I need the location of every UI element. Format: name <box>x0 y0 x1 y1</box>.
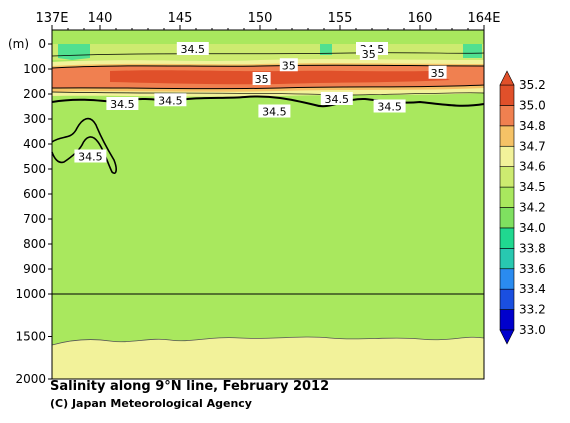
credit-line: (C) Japan Meteorological Agency <box>50 397 252 410</box>
contour-label: 35 <box>431 67 445 80</box>
contour-label: 35 <box>282 59 296 72</box>
colorbar-swatch <box>499 207 515 229</box>
y-tick-label: 400 <box>23 137 46 151</box>
colorbar-label: 34.8 <box>519 119 546 133</box>
colorbar-swatch <box>499 125 515 147</box>
y-tick-label: 500 <box>23 162 46 176</box>
contour-label: 34.5 <box>78 151 103 164</box>
x-tick-label: 155 <box>328 11 353 26</box>
y-tick-label: 2000 <box>15 372 46 386</box>
colorbar-label: 33.8 <box>519 241 546 255</box>
x-tick-label: 145 <box>168 11 193 26</box>
contour-label-bg <box>258 104 291 118</box>
contour-label: 34.5 <box>262 106 287 119</box>
colorbar: 33.0 33.2 33.4 33.6 33.8 34.0 34.2 34.5 34.6 34.7… <box>499 70 546 345</box>
contour-label-bg <box>279 58 298 72</box>
plot-frame <box>51 29 485 380</box>
contour-label-bg <box>359 47 378 60</box>
y-tick-label: 800 <box>23 237 46 251</box>
salinity-max-inner <box>110 70 450 85</box>
colorbar-label: 34.5 <box>519 180 546 194</box>
contour-label-bg <box>176 42 209 55</box>
y-tick-label: 1500 <box>15 330 46 344</box>
contour-label: 34.5 <box>110 98 135 111</box>
colorbar-label: 35.0 <box>519 98 546 112</box>
contour-label-bg <box>252 72 271 85</box>
contour-label-bg <box>154 93 187 107</box>
contour-label-bg <box>373 99 406 113</box>
y-tick-label: 100 <box>23 62 46 76</box>
colorbar-label: 33.4 <box>519 282 546 296</box>
surface-patch-3 <box>463 44 482 58</box>
y-tick-label: 0 <box>38 37 46 51</box>
colorbar-label: 33.0 <box>519 323 546 337</box>
surface-patch-2 <box>320 44 332 55</box>
contour-label: 35 <box>362 48 376 61</box>
colorbar-swatch <box>499 268 515 290</box>
y-tick-label: 600 <box>23 187 46 201</box>
contour-34-5-tongue <box>51 117 117 175</box>
x-tick-label: 150 <box>248 11 273 26</box>
colorbar-label: 33.2 <box>519 303 546 317</box>
colorbar-swatch <box>499 309 515 331</box>
contour-thin-1 <box>51 52 485 57</box>
x-tick-label: 137E <box>35 11 68 26</box>
contour-label-bg <box>106 97 139 110</box>
colorbar-label: 33.6 <box>519 262 546 276</box>
colorbar-label: 34.7 <box>519 139 546 153</box>
y-tick-label: 700 <box>23 212 46 226</box>
surface-layer <box>52 44 484 60</box>
x-tick-label: 140 <box>88 11 113 26</box>
x-tick-label: 160 <box>408 11 433 26</box>
axes: 137E 140 145 150 155 160 164E (m) 0 100 200 300 400 5… <box>8 11 501 386</box>
colorbar-label: 34.6 <box>519 160 546 174</box>
contour-label-bg <box>320 92 353 105</box>
deep-water-band <box>51 336 485 380</box>
colorbar-swatch <box>499 288 515 310</box>
colorbar-label: 35.2 <box>519 78 546 92</box>
contour-label: 34.5 <box>325 93 350 106</box>
contour-label: 34.5 <box>181 43 206 56</box>
y-tick-label: 200 <box>23 87 46 101</box>
colorbar-swatch <box>499 248 515 270</box>
y-tick-label: 900 <box>23 262 46 276</box>
contour-label: 35 <box>255 73 269 86</box>
y-axis-unit: (m) <box>8 37 29 51</box>
chart-title: Salinity along 9°N line, February 2012 <box>50 379 330 394</box>
colorbar-swatch <box>499 186 515 208</box>
surface-patch-1 <box>58 44 90 60</box>
colorbar-swatch <box>499 105 515 127</box>
colorbar-label: 34.2 <box>519 201 546 215</box>
contour-label-bg <box>74 149 107 163</box>
y-tick-label: 300 <box>23 112 46 126</box>
contour-label: 34.5 <box>158 94 183 107</box>
x-tick-label: 164E <box>467 11 500 26</box>
colorbar-max-arrow <box>499 70 515 86</box>
colorbar-swatch <box>499 166 515 188</box>
colorbar-swatch <box>499 145 515 167</box>
contour-label-bg <box>428 65 447 79</box>
y-tick-label: 1000 <box>15 287 46 301</box>
colorbar-swatch <box>499 84 515 106</box>
colorbar-min-arrow <box>499 329 515 345</box>
colorbar-label: 34.0 <box>519 221 546 235</box>
colorbar-swatch <box>499 227 515 249</box>
contour-label: 34.5 <box>377 101 402 114</box>
contour-thin-2 <box>51 91 485 96</box>
